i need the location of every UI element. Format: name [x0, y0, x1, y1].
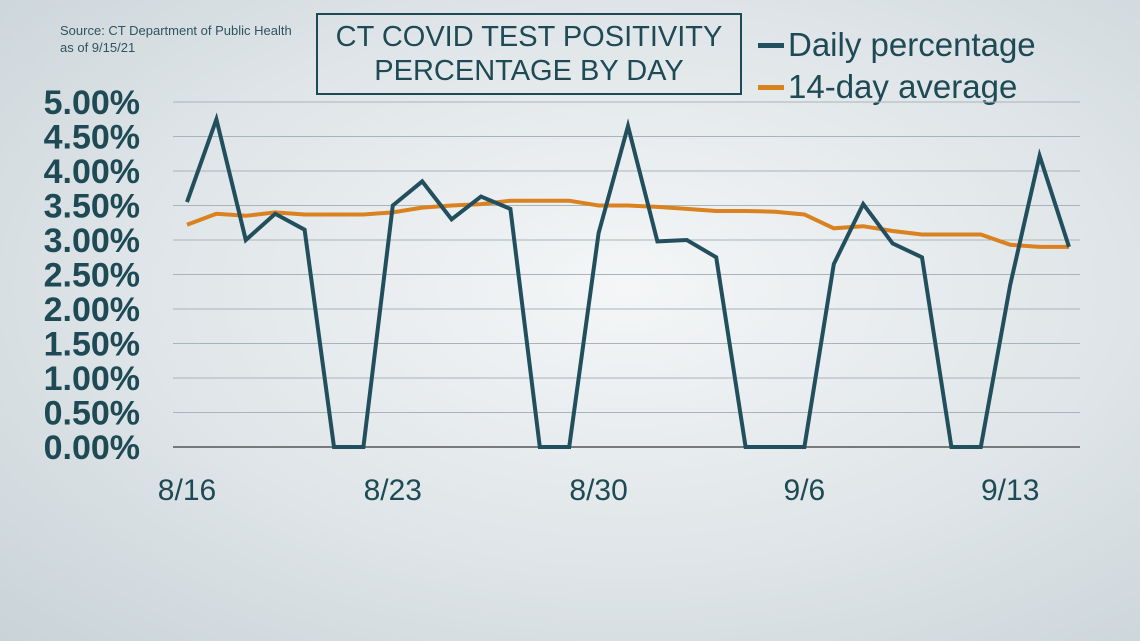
source-line: Source: CT Department of Public Health	[60, 23, 292, 38]
y-tick-label: 4.50%	[44, 119, 140, 157]
chart-title: CT COVID TEST POSITIVITY PERCENTAGE BY D…	[316, 13, 742, 95]
x-tick-label: 9/13	[981, 474, 1039, 507]
legend-label-average: 14-day average	[788, 68, 1018, 105]
legend-item-daily: Daily percentage	[758, 24, 1036, 66]
daily-swatch	[758, 42, 784, 48]
series-line-daily	[185, 112, 1071, 449]
y-tick-label: 2.00%	[44, 291, 140, 329]
source-note: Source: CT Department of Public Health a…	[60, 22, 292, 56]
title-line-1: CT COVID TEST POSITIVITY	[335, 21, 723, 53]
legend-item-average: 14-day average	[758, 66, 1036, 108]
x-tick-label: 8/16	[158, 474, 216, 507]
y-tick-label: 3.00%	[44, 222, 140, 260]
y-tick-label: 1.00%	[44, 360, 140, 398]
x-tick-label: 8/30	[569, 474, 627, 507]
source-date: as of 9/15/21	[60, 40, 136, 55]
title-line-2: PERCENTAGE BY DAY	[374, 55, 684, 87]
series-line-average	[186, 198, 1069, 249]
x-tick-label: 9/6	[784, 474, 826, 507]
average-swatch	[758, 84, 784, 90]
y-tick-label: 4.00%	[44, 153, 140, 191]
y-tick-label: 2.50%	[44, 257, 140, 295]
y-tick-label: 0.00%	[44, 429, 140, 467]
x-tick-label: 8/23	[364, 474, 422, 507]
legend-label-daily: Daily percentage	[788, 26, 1036, 63]
y-tick-label: 3.50%	[44, 188, 140, 226]
legend: Daily percentage 14-day average	[758, 24, 1036, 108]
y-tick-label: 1.50%	[44, 326, 140, 364]
y-tick-label: 0.50%	[44, 395, 140, 433]
y-tick-label: 5.00%	[44, 84, 140, 122]
